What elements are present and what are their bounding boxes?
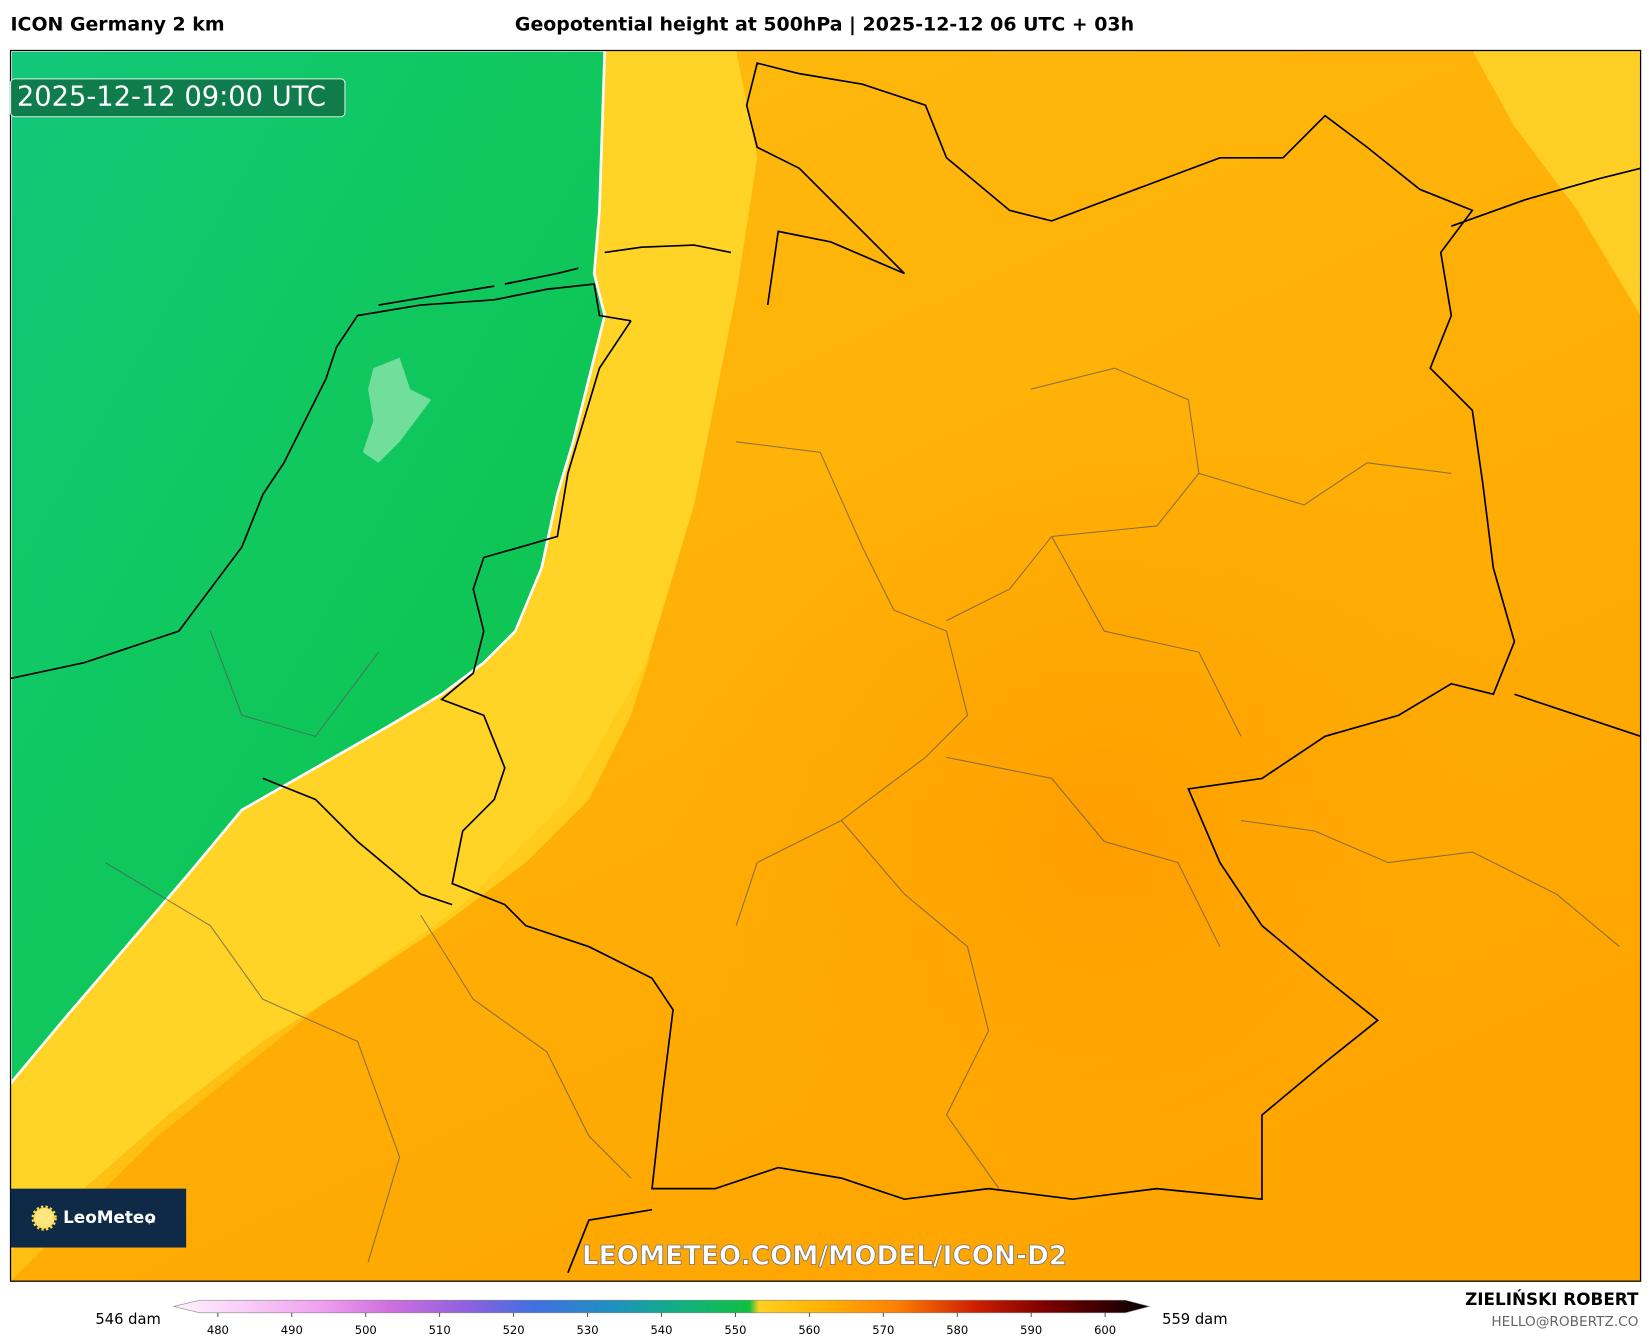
colorbar-tick-label: 580 bbox=[946, 1323, 968, 1337]
regional-borders bbox=[104, 367, 1620, 1263]
valid-time: 2025-12-12 09:00 UTC bbox=[17, 81, 326, 112]
colorbar-min-label: 546 dam bbox=[95, 1311, 160, 1328]
colorbar-tick-label: 590 bbox=[1020, 1323, 1042, 1337]
colorbar-tick-label: 540 bbox=[650, 1323, 672, 1337]
colorbar-tick-label: 600 bbox=[1094, 1323, 1116, 1337]
colorbar-tick-label: 520 bbox=[503, 1323, 525, 1337]
model-name: ICON Germany 2 km bbox=[11, 14, 225, 36]
field-yellow-ne bbox=[1472, 50, 1641, 316]
field-transition bbox=[10, 652, 653, 1282]
logo-suffix: pl bbox=[148, 1216, 155, 1225]
field-green bbox=[10, 50, 607, 1086]
colorbar-tick-label: 550 bbox=[724, 1323, 746, 1337]
watermark: LEOMETEO.COM/MODEL/ICON-D2 bbox=[582, 1242, 1067, 1272]
colorbar-tick-label: 500 bbox=[355, 1323, 377, 1337]
colorbar-max-label: 559 dam bbox=[1162, 1311, 1227, 1328]
logo-sun bbox=[31, 1205, 57, 1231]
colorbar-tick-label: 530 bbox=[577, 1323, 599, 1337]
borders bbox=[10, 62, 1641, 1274]
colorbar-tick-label: 510 bbox=[429, 1323, 451, 1337]
colorbar bbox=[173, 1299, 1151, 1314]
colorbar-tick-label: 490 bbox=[281, 1323, 303, 1337]
logo-text: LeoMeteo bbox=[63, 1207, 156, 1227]
field-core bbox=[662, 399, 1546, 1282]
colorbar-tick-label: 570 bbox=[872, 1323, 894, 1337]
author: ZIELIŃSKI ROBERT bbox=[1465, 1288, 1639, 1309]
map bbox=[10, 50, 1641, 1282]
colorbar-tick-label: 560 bbox=[798, 1323, 820, 1337]
contact: HELLO@ROBERTZ.CO bbox=[1491, 1314, 1638, 1330]
map-title: Geopotential height at 500hPa | 2025-12-… bbox=[515, 14, 1134, 36]
map-frame bbox=[9, 49, 1642, 1282]
colorbar-tick-label: 480 bbox=[207, 1323, 229, 1337]
lake bbox=[362, 357, 432, 463]
valid-time-box bbox=[9, 78, 346, 118]
